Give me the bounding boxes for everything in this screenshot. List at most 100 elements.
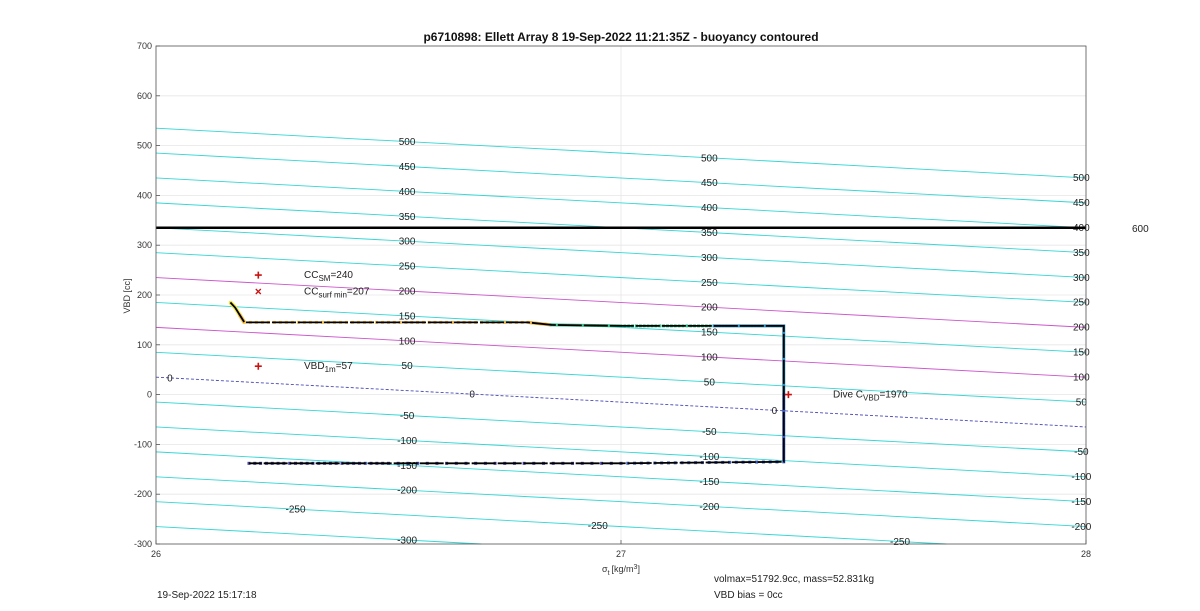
contour-label: -50 — [1074, 447, 1089, 458]
annotation-vbd-1m: VBD1m=57 — [304, 361, 353, 374]
annotation-dive-cvbd-value: =1970 — [879, 390, 908, 401]
contour-label: 50 — [402, 361, 414, 372]
contour-label: 450 — [1073, 198, 1090, 209]
x-tick-label: 26 — [151, 549, 161, 559]
x-axis-label: σt [kg/m3] — [602, 564, 640, 577]
annotation-vbd-1m-value: =57 — [336, 361, 353, 372]
annotation-cc-surf-min-base: CC — [304, 287, 318, 298]
contour-label-zero: 0 — [772, 406, 778, 417]
x-axis-label-sup: 3 — [634, 564, 638, 571]
annotation-cc-sm-sub: SM — [318, 274, 330, 283]
annotations: CCSM=240 CCsurf min=207 VBD1m=57 Dive CVBD=… — [304, 270, 908, 403]
y-tick-label: 600 — [137, 91, 152, 101]
contour-label: 50 — [704, 377, 716, 388]
contour-label: 150 — [399, 311, 416, 322]
markers — [254, 271, 792, 399]
trace-point — [398, 320, 402, 324]
contour-label: 50 — [1076, 397, 1088, 408]
contour-line — [155, 177, 1087, 229]
contour-label: 200 — [1073, 323, 1090, 334]
footer-vbd-bias: VBD bias = 0cc — [714, 590, 783, 601]
contour-label: 300 — [701, 253, 718, 264]
annotation-vbd-1m-sub: 1m — [325, 365, 336, 374]
contour-line — [155, 351, 1087, 403]
contour-label: 500 — [1073, 173, 1090, 184]
contour-label: 200 — [399, 287, 416, 298]
contour-labels: 50045040035030025020015010050-50-100-150… — [167, 137, 1092, 548]
marker-plus — [254, 271, 262, 279]
contour-line — [155, 227, 1087, 279]
contour-label: -150 — [1071, 497, 1091, 508]
trace-point — [503, 320, 507, 324]
contour-label: 450 — [701, 178, 718, 189]
x-axis-label-base: σ — [602, 564, 608, 574]
contour-label: -200 — [1071, 522, 1091, 533]
contour-label: 350 — [1073, 248, 1090, 259]
reference-line-label: 600 — [1132, 224, 1149, 235]
marker-plus — [254, 362, 262, 370]
chart-title: p6710898: Ellett Array 8 19-Sep-2022 11:… — [423, 30, 818, 44]
contour-label: 300 — [1073, 273, 1090, 284]
y-tick-label: 0 — [147, 390, 152, 400]
contour-label: 400 — [399, 187, 416, 198]
contour-label-zero: 0 — [469, 390, 475, 401]
contour-label: -150 — [397, 461, 417, 472]
trace-point — [607, 324, 611, 328]
contour-label: -150 — [699, 477, 719, 488]
x-axis-label-unit: [kg/m — [612, 564, 634, 574]
contour-line — [155, 476, 1087, 528]
contour-label: -50 — [400, 411, 415, 422]
trace-point — [782, 435, 786, 439]
contour-label: -100 — [1071, 472, 1091, 483]
contour-label: -200 — [397, 486, 417, 497]
contour-line — [155, 401, 1087, 453]
y-tick-label: 700 — [137, 41, 152, 51]
y-tick-label: 400 — [137, 190, 152, 200]
contour-line — [155, 451, 1087, 503]
y-tick-label: 300 — [137, 240, 152, 250]
contour-label: -300 — [397, 536, 417, 547]
trace-point — [320, 320, 324, 324]
footer-timestamp: 19-Sep-2022 15:17:18 — [157, 590, 257, 601]
x-axis-label-sub: t — [608, 570, 610, 577]
contour-label: -100 — [397, 436, 417, 447]
contour-label: 350 — [399, 212, 416, 223]
trace-point — [685, 324, 689, 328]
y-tick-label: 200 — [137, 290, 152, 300]
contour-line — [155, 376, 1087, 428]
trace-point — [600, 461, 604, 465]
contour-label: 100 — [1073, 372, 1090, 383]
contour-label: 250 — [1073, 298, 1090, 309]
annotation-dive-cvbd: Dive CVBD=1970 — [833, 390, 908, 403]
contour-label: 150 — [701, 328, 718, 339]
horizontal-reference-line: 600 — [156, 224, 1149, 235]
annotation-cc-sm-value: =240 — [330, 270, 353, 281]
marker-plus — [784, 391, 792, 399]
contour-label: 250 — [399, 262, 416, 273]
contour-line — [155, 277, 1087, 328]
contour-line — [155, 526, 482, 545]
x-axis-label-close: ] — [637, 564, 640, 574]
annotation-cc-surf-min: CCsurf min=207 — [304, 287, 370, 300]
contour-line — [155, 326, 1087, 378]
contour-label: -100 — [699, 452, 719, 463]
y-axis-label: VBD [cc] — [122, 278, 132, 313]
contour-line — [155, 127, 1087, 179]
contour-label: 400 — [701, 203, 718, 214]
contour-line — [155, 252, 1087, 303]
contour-label: 500 — [399, 137, 416, 148]
annotation-cc-surf-min-value: =207 — [347, 287, 370, 298]
trace-line — [229, 301, 785, 465]
contour-line — [155, 426, 1087, 478]
contour-label-low: -250 — [890, 537, 910, 548]
contour-label: 450 — [399, 162, 416, 173]
y-tick-label: -100 — [134, 439, 152, 449]
contour-label: 300 — [399, 237, 416, 248]
annotation-dive-cvbd-base: Dive C — [833, 390, 863, 401]
contour-label: 500 — [701, 153, 718, 164]
dive-trace — [228, 300, 786, 465]
contour-label: 100 — [701, 353, 718, 364]
x-tick-label: 27 — [616, 549, 626, 559]
